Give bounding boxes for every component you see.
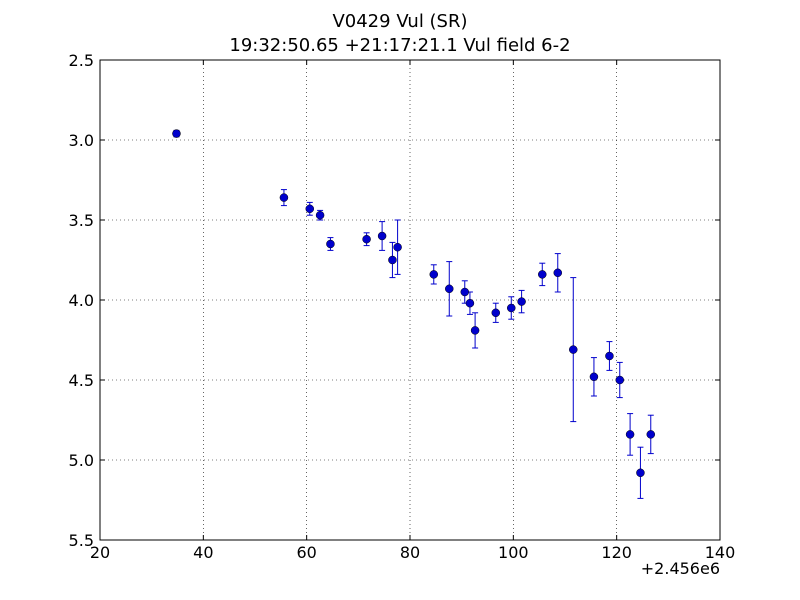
chart-subtitle: 19:32:50.65 +21:17:21.1 Vul field 6-2 — [229, 35, 571, 56]
y-tick-label: 3.0 — [69, 131, 94, 150]
x-tick-label: 80 — [400, 543, 420, 562]
data-point — [553, 268, 563, 278]
data-point — [393, 242, 402, 252]
data-point — [465, 298, 475, 308]
y-tick-labels: 2.5 3.0 3.5 4.0 4.5 5.0 5.5 — [69, 51, 94, 550]
data-point — [470, 326, 480, 335]
x-tick-label: 120 — [601, 543, 632, 562]
data-point — [362, 234, 371, 244]
y-tick-label: 5.5 — [69, 531, 94, 550]
x-tick-label: 100 — [498, 543, 529, 562]
x-tick-labels: 20 40 60 80 100 120 140 — [90, 543, 735, 562]
x-tick-label: 20 — [90, 543, 110, 562]
data-point — [305, 204, 315, 214]
x-tick-label: 60 — [296, 543, 316, 562]
data-point — [615, 375, 625, 385]
data-point — [326, 239, 335, 249]
y-tick-label: 3.5 — [69, 211, 94, 230]
data-points — [172, 129, 656, 478]
data-point — [460, 287, 470, 297]
x-tick-label: 40 — [193, 543, 213, 562]
data-point — [377, 231, 387, 241]
data-point — [445, 284, 454, 294]
data-point — [315, 210, 325, 220]
data-point — [491, 308, 501, 318]
data-point — [646, 430, 656, 439]
data-point — [589, 372, 599, 382]
data-point — [605, 351, 614, 361]
y-tick-label: 4.5 — [69, 371, 94, 390]
data-point — [569, 345, 578, 354]
y-tick-label: 5.0 — [69, 451, 94, 470]
data-point — [625, 430, 635, 439]
grid-lines — [100, 60, 720, 540]
data-point — [517, 297, 526, 306]
data-point — [507, 303, 516, 313]
data-point — [388, 255, 397, 265]
data-point — [636, 468, 645, 478]
axis-ticks — [99, 59, 721, 541]
x-tick-label: 140 — [705, 543, 736, 562]
data-point — [172, 129, 181, 138]
data-point — [279, 193, 289, 202]
data-point — [538, 270, 547, 279]
error-bars — [173, 129, 654, 499]
y-tick-label: 4.0 — [69, 291, 94, 310]
y-tick-label: 2.5 — [69, 51, 94, 70]
data-point — [429, 270, 439, 279]
chart-title: V0429 Vul (SR) — [332, 11, 468, 32]
x-axis-offset-label: +2.456e6 — [640, 559, 720, 578]
